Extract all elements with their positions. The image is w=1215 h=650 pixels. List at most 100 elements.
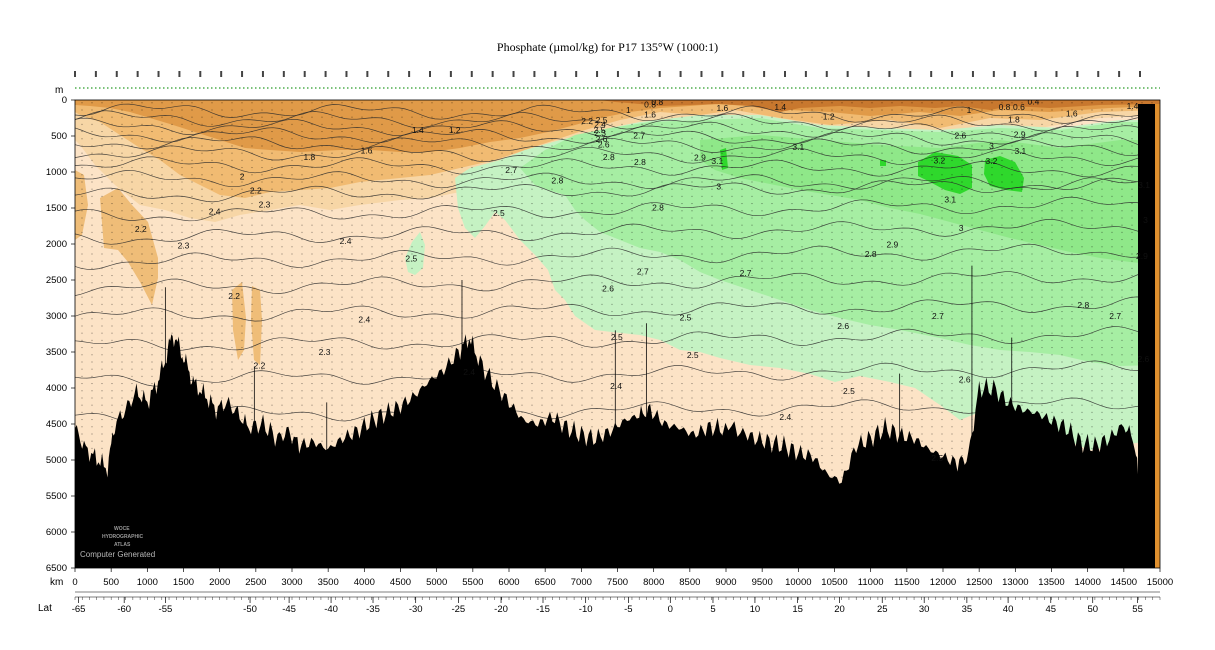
woce-logo: WOCE HYDROGRAPHIC ATLAS Computer Generat… (80, 526, 155, 559)
contour-value-label: 3.2 (933, 155, 945, 165)
depth-tick-label: 1500 (46, 203, 67, 214)
contour-value-label: 2.3 (259, 199, 271, 209)
contour-value-label: 2.2 (135, 224, 147, 234)
contour-value-label: 2.4 (340, 236, 352, 246)
contour-lines (75, 103, 1156, 460)
isoline (75, 296, 1156, 322)
station-id-mark (533, 71, 536, 77)
station-id-mark (742, 71, 745, 77)
contour-value-label: 1.2 (449, 125, 461, 135)
contour-value-label: 1.6 (644, 109, 656, 119)
contour-value-label: 2.7 (740, 268, 752, 278)
depth-tick-label: 6500 (46, 563, 67, 574)
lat-tick-label: -65 (72, 604, 86, 615)
station-id-mark (387, 71, 390, 77)
lat-tick-label: 25 (877, 604, 888, 615)
contour-value-label: 3.1 (1138, 180, 1150, 190)
distance-tick-label: 5000 (426, 577, 447, 588)
station-id-mark (763, 71, 766, 77)
contour-value-label: 0.8 (651, 97, 663, 107)
station-id-mark (491, 71, 494, 77)
depth-tick-label: 0 (62, 95, 67, 106)
distance-tick-label: 2500 (245, 577, 266, 588)
station-id-mark (951, 71, 954, 77)
contour-value-label: 2.7 (633, 130, 645, 140)
lat-tick-label: -30 (409, 604, 423, 615)
lat-tick-label: -40 (324, 604, 338, 615)
depth-tick-label: 3000 (46, 311, 67, 322)
contour-value-label: 2.5 (931, 453, 943, 463)
isoline (75, 136, 1156, 157)
contour-value-label: 2.8 (603, 152, 615, 162)
contour-value-label: 0.6 (1013, 102, 1025, 112)
contour-value-label: 3 (716, 181, 721, 191)
contour-value-label: 2.5 (680, 312, 692, 322)
distance-tick-label: 12000 (930, 577, 956, 588)
distance-tick-label: 6500 (535, 577, 556, 588)
lat-tick-label: -55 (159, 604, 173, 615)
contour-value-label: 2.2 (581, 116, 593, 126)
depth-tick-label: 1000 (46, 167, 67, 178)
contour-value-label: 2.8 (652, 202, 664, 212)
distance-tick-label: 10000 (785, 577, 811, 588)
distance-tick-label: 9000 (715, 577, 736, 588)
station-id-mark (115, 71, 118, 77)
distance-tick-label: 15000 (1147, 577, 1173, 588)
distance-tick-label: 1500 (173, 577, 194, 588)
station-id-mark (366, 71, 369, 77)
station-id-mark (637, 71, 640, 77)
contour-value-label: 2.2 (250, 186, 262, 196)
station-id-mark (554, 71, 557, 77)
logo-line-4: Computer Generated (80, 550, 155, 559)
contour-value-label: 1.4 (1127, 101, 1139, 111)
distance-tick-label: 12500 (966, 577, 992, 588)
lat-tick-label: 0 (668, 604, 673, 615)
station-id-mark (867, 71, 870, 77)
isoline (75, 156, 1156, 178)
station-id-mark (157, 71, 160, 77)
contour-value-label: 3.1 (711, 156, 723, 166)
distance-tick-label: 1000 (137, 577, 158, 588)
contour-value-label: 3 (989, 141, 994, 151)
contour-value-label: 2.6 (837, 321, 849, 331)
distance-tick-label: 13000 (1002, 577, 1028, 588)
station-id-mark (846, 71, 849, 77)
contour-value-label: 2.5 (405, 253, 417, 263)
plot-area: 0.80.81 1.61.4 1.21.6 1.41.21 0.8 0.60.41.61.… (75, 97, 1160, 568)
isoline (75, 110, 1156, 132)
contour-value-label: 2.6 (598, 140, 610, 150)
contour-value-label: 2.4 (209, 207, 221, 217)
station-id-mark (261, 71, 264, 77)
distance-tick-label: 6000 (498, 577, 519, 588)
contour-value-label: 1.8 (303, 152, 315, 162)
station-id-mark (700, 71, 703, 77)
contour-value-label: 1 (626, 105, 631, 115)
station-id-mark (616, 71, 619, 77)
contour-value-label: 2.4 (779, 412, 791, 422)
station-id-mark (429, 71, 431, 77)
contour-value-label: 2.5 (611, 332, 623, 342)
contour-value-label: 1.4 (412, 125, 424, 135)
lat-tick-label: 30 (919, 604, 930, 615)
contour-value-label: 2.9 (694, 153, 706, 163)
contour-value-label: 2.6 (1137, 354, 1149, 364)
contour-value-label: 1.2 (823, 112, 835, 122)
depth-tick-label: 2500 (46, 275, 67, 286)
lat-tick-label: 55 (1132, 604, 1143, 615)
lat-tick-label: 5 (710, 604, 715, 615)
lat-tick-label: 50 (1087, 604, 1098, 615)
lat-tick-label: -5 (624, 604, 632, 615)
distance-tick-label: 5500 (462, 577, 483, 588)
logo-line-2: HYDROGRAPHIC (102, 534, 144, 540)
lat-tick-label: -45 (282, 604, 296, 615)
station-id-mark (94, 71, 97, 77)
contour-value-label: 2.5 (596, 115, 608, 125)
isoline (75, 177, 1155, 203)
contour-value-label: 1.6 (716, 103, 728, 113)
station-id-mark (721, 71, 724, 77)
contour-value-label: 2.2 (254, 361, 266, 371)
contour-value-label: 2.8 (634, 157, 646, 167)
lat-tick-label: 15 (792, 604, 803, 615)
isoline (75, 103, 1156, 124)
contour-value-label: 2.3 (319, 347, 331, 357)
